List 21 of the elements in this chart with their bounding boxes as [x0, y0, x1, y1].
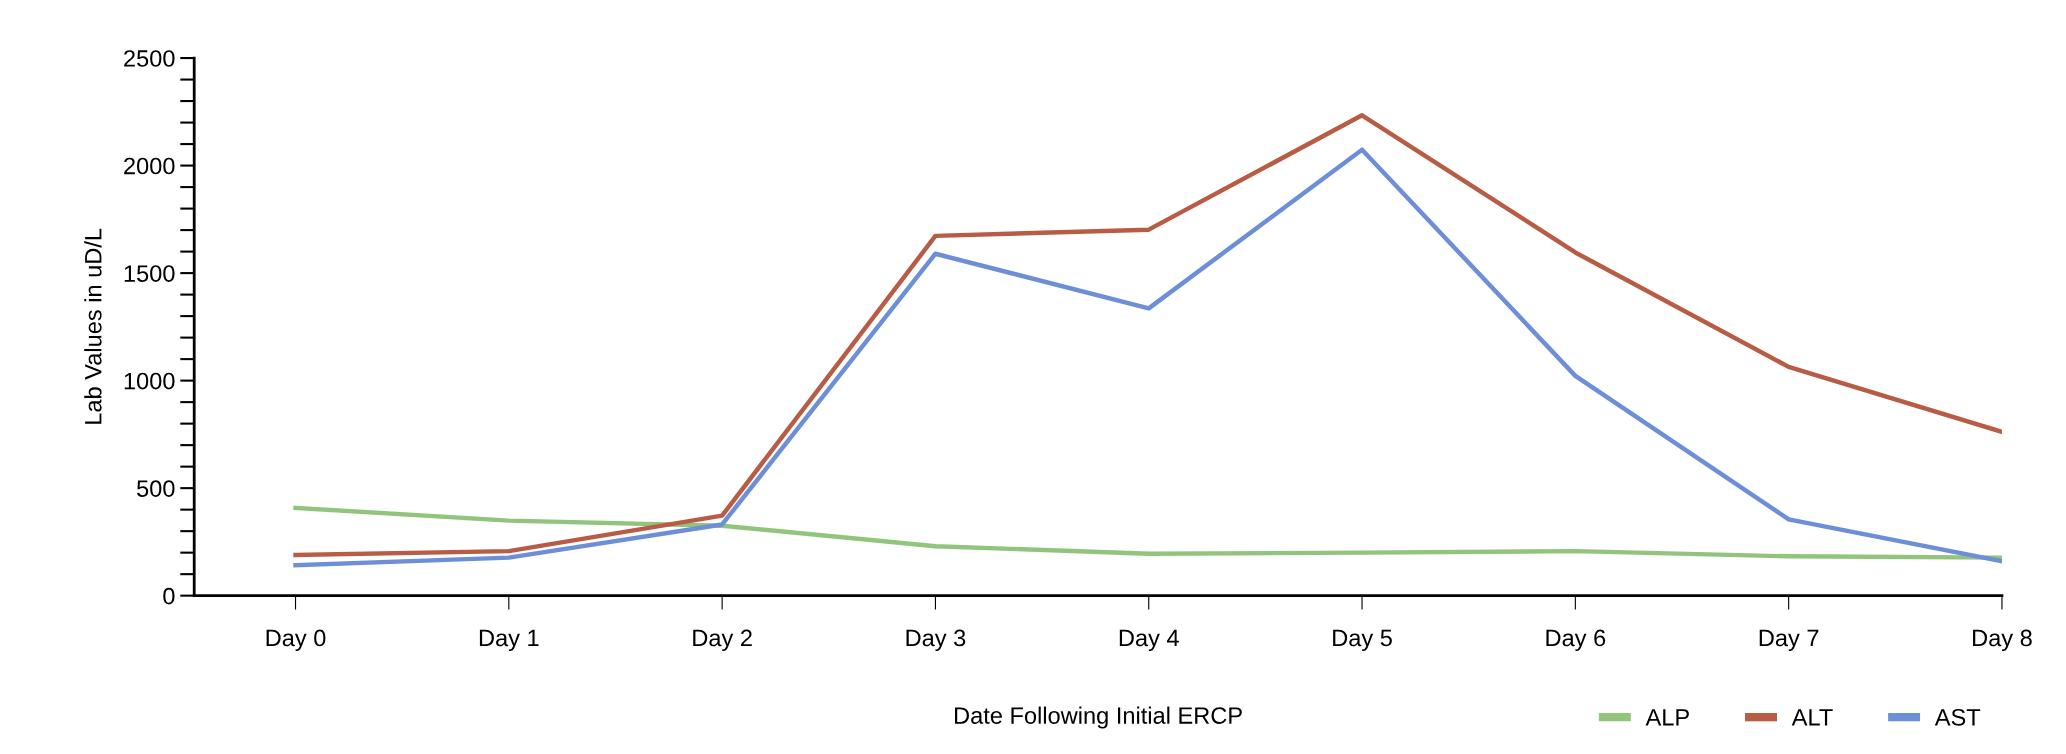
y-tick-label: 0 [163, 587, 175, 605]
legend-label: ALP [1645, 709, 1689, 726]
y-axis-title: Lab Values in uD/L [84, 228, 102, 424]
y-tick-label: 1500 [124, 265, 175, 282]
x-tick-label: Day 1 [479, 629, 539, 651]
x-tick-label: Day 0 [266, 629, 326, 651]
y-tick-label: 1000 [124, 372, 175, 390]
x-tick-label: Day 5 [1333, 629, 1392, 651]
x-tick-label: Day 3 [906, 629, 966, 651]
legend-label: ALT [1791, 709, 1833, 726]
y-tick-label: 500 [137, 480, 175, 497]
x-axis-title: Date Following Initial ERCP [955, 706, 1242, 729]
x-tick-label: Day 7 [1759, 629, 1819, 651]
line-series [293, 505, 2002, 560]
x-tick-label: Day 2 [693, 629, 752, 651]
x-tick-label: Day 4 [1119, 629, 1179, 651]
x-tick-label: Day 6 [1546, 629, 1606, 651]
x-tick-label: Day 8 [1973, 629, 2032, 651]
legend-label: AST [1934, 708, 1981, 726]
y-tick-label: 2500 [124, 50, 175, 67]
y-tick-label: 2000 [124, 157, 175, 175]
